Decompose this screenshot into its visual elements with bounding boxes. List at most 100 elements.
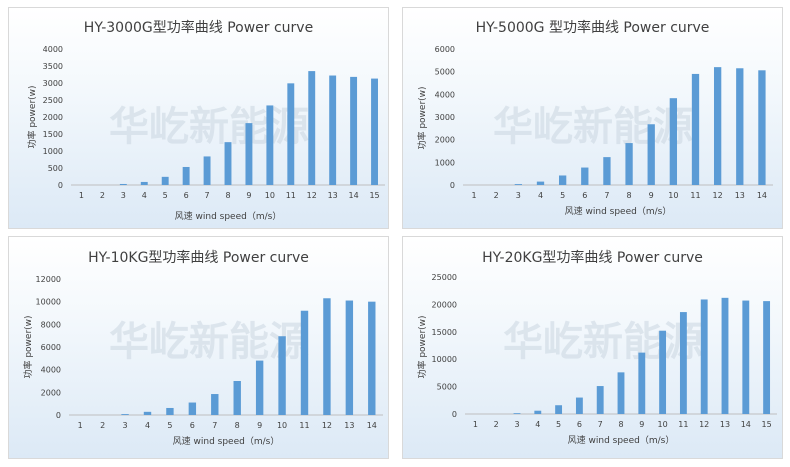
bar <box>143 411 152 415</box>
chart-panel-hy5000g: 华屹新能源 HY-5000G 型功率曲线 Power curve 0 1000 2000… <box>402 7 783 229</box>
x-tick-label: 5 <box>167 421 172 430</box>
y-tick-label: 500 <box>48 164 63 173</box>
y-tick-label: 1000 <box>43 147 63 156</box>
bar <box>679 312 687 414</box>
bar <box>224 142 232 185</box>
x-tick-label: 3 <box>516 191 521 200</box>
bar <box>596 386 604 414</box>
y-tick-label: 1000 <box>435 158 455 167</box>
bar <box>713 67 722 185</box>
x-axis-label: 风速 wind speed（m/s） <box>173 436 280 447</box>
x-tick-label: 9 <box>649 191 654 200</box>
x-tick-label: 2 <box>494 191 499 200</box>
bar <box>308 71 316 185</box>
x-tick-label: 5 <box>163 191 168 200</box>
bar <box>119 183 127 185</box>
chart-title: HY-3000G型功率曲线 Power curve <box>84 19 313 36</box>
x-tick-label: 2 <box>100 191 105 200</box>
bar <box>575 397 583 414</box>
watermark-text: 华屹新能源 <box>109 104 309 150</box>
chart-title: HY-10KG型功率曲线 Power curve <box>88 249 309 266</box>
x-tick-label: 7 <box>212 421 217 430</box>
y-tick-label: 6000 <box>435 45 455 54</box>
y-tick-label: 1500 <box>43 130 63 139</box>
y-tick-label: 25000 <box>432 273 457 282</box>
x-tick-label: 5 <box>556 420 561 429</box>
chart-svg: 华屹新能源 HY-3000G型功率曲线 Power curve 0 500 1000 15… <box>26 19 385 222</box>
y-tick-label: 3000 <box>435 113 455 122</box>
chart-panel-hy3000g: 华屹新能源 HY-3000G型功率曲线 Power curve 0 500 1000 15… <box>8 7 389 229</box>
bar <box>555 405 563 414</box>
watermark-text: 华屹新能源 <box>493 104 693 150</box>
x-tick-label: 7 <box>598 420 603 429</box>
bar <box>625 143 633 185</box>
x-tick-label: 3 <box>514 420 519 429</box>
x-tick-label: 11 <box>690 191 700 200</box>
bar <box>350 76 358 185</box>
y-tick-label: 12000 <box>36 275 61 284</box>
bar <box>534 410 542 414</box>
x-tick-label: 14 <box>757 191 767 200</box>
y-axis-label: 功率 power(w) <box>26 85 38 148</box>
x-tick-label: 3 <box>121 191 126 200</box>
bar <box>245 123 253 185</box>
y-axis-label: 功率 power(w) <box>22 315 34 378</box>
y-tick-label: 2500 <box>43 96 63 105</box>
y-tick-label: 5000 <box>437 383 457 392</box>
bar <box>121 414 129 415</box>
bar <box>638 352 646 414</box>
x-tick-label: 7 <box>205 191 210 200</box>
x-tick-label: 13 <box>344 421 354 430</box>
x-tick-label: 10 <box>658 420 668 429</box>
chart-panel-hy20kg: 华屹新能源 HY-20KG型功率曲线 Power curve 0 5000 10000 1… <box>402 236 783 459</box>
y-tick-label: 0 <box>58 181 63 190</box>
bar <box>203 156 211 185</box>
bar <box>581 167 589 185</box>
x-axis-label: 风速 wind speed（m/s） <box>565 206 672 217</box>
y-tick-label: 10000 <box>36 298 61 307</box>
x-tick-label: 5 <box>560 191 565 200</box>
y-tick-label: 15000 <box>432 328 457 337</box>
bar <box>736 68 744 185</box>
x-tick-label: 7 <box>604 191 609 200</box>
bar <box>166 407 174 415</box>
bar <box>514 184 523 185</box>
bar <box>758 70 766 185</box>
x-tick-label: 11 <box>299 421 309 430</box>
x-tick-label: 8 <box>627 191 632 200</box>
x-tick-label: 10 <box>277 421 287 430</box>
x-tick-label: 10 <box>668 191 678 200</box>
x-tick-label: 13 <box>720 420 730 429</box>
x-tick-label: 15 <box>369 191 379 200</box>
bar <box>700 299 708 414</box>
x-tick-label: 11 <box>678 420 688 429</box>
bar <box>329 75 337 185</box>
bar <box>278 336 286 415</box>
bar <box>763 301 771 414</box>
bar <box>368 301 376 415</box>
chart-svg: 华屹新能源 HY-5000G 型功率曲线 Power curve 0 1000 2000… <box>416 19 773 217</box>
x-axis-label: 风速 wind speed（m/s） <box>568 435 675 446</box>
x-tick-label: 6 <box>577 420 582 429</box>
bar <box>182 166 190 185</box>
x-tick-label: 6 <box>190 421 195 430</box>
x-tick-label: 1 <box>472 191 477 200</box>
x-tick-label: 4 <box>535 420 540 429</box>
x-tick-label: 6 <box>582 191 587 200</box>
bar <box>536 181 545 185</box>
x-tick-label: 8 <box>235 421 240 430</box>
bar <box>323 298 331 415</box>
y-tick-label: 20000 <box>432 300 457 309</box>
chart-svg: 华屹新能源 HY-10KG型功率曲线 Power curve 0 2000 4000 60… <box>22 249 383 447</box>
x-tick-label: 2 <box>100 421 105 430</box>
y-tick-label: 0 <box>56 411 61 420</box>
bar <box>371 78 378 185</box>
bar <box>721 297 729 414</box>
bar <box>161 176 169 185</box>
chart-svg: 华屹新能源 HY-20KG型功率曲线 Power curve 0 5000 10000 1… <box>416 249 777 446</box>
bar <box>691 73 700 185</box>
bar <box>300 310 309 415</box>
x-tick-label: 12 <box>322 421 332 430</box>
chart-panel-hy10kg: 华屹新能源 HY-10KG型功率曲线 Power curve 0 2000 4000 60… <box>8 236 389 459</box>
